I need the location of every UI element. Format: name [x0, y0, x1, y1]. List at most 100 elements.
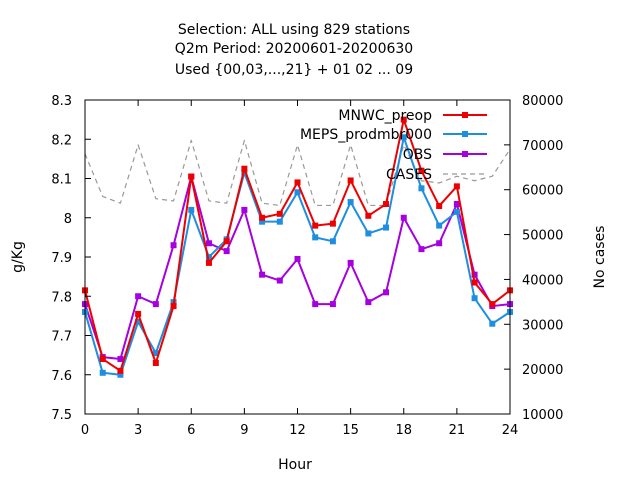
x-tick-label: 6 — [187, 423, 195, 438]
y-tick-label: 7.8 — [51, 290, 72, 305]
series-line-obs — [84, 175, 511, 361]
data-point — [188, 206, 195, 213]
data-point — [365, 299, 372, 306]
data-point — [400, 134, 407, 141]
data-point — [436, 222, 443, 229]
data-point — [347, 199, 354, 206]
data-point — [383, 224, 390, 231]
data-point — [329, 301, 336, 308]
series-line-cases — [84, 139, 511, 207]
legend-label-obs: OBS — [403, 147, 432, 163]
data-point — [312, 222, 319, 229]
data-point — [347, 259, 354, 266]
data-point — [329, 238, 336, 245]
y2-tick-label: 80000 — [522, 94, 563, 109]
data-point — [453, 183, 460, 190]
data-point — [99, 369, 106, 376]
data-point — [294, 179, 301, 186]
data-point — [117, 367, 124, 374]
x-tick-label: 12 — [289, 423, 306, 438]
data-point — [170, 303, 177, 310]
data-point — [312, 234, 319, 241]
y2-tick-label: 70000 — [522, 139, 563, 154]
title-line-1: Selection: ALL using 829 stations — [178, 22, 410, 38]
x-tick-label: 0 — [81, 423, 89, 438]
data-point — [365, 230, 372, 237]
data-point — [383, 201, 390, 208]
data-point — [471, 271, 478, 278]
y2-tick-label: 30000 — [522, 318, 563, 333]
data-point — [223, 248, 230, 255]
series-cases — [84, 139, 511, 207]
data-point — [471, 279, 478, 286]
legend-marker-meps-prodmbr000 — [462, 131, 468, 137]
data-point — [241, 206, 248, 213]
series-layer — [82, 116, 513, 378]
data-point — [489, 320, 496, 327]
ticks-layer: 0 3 6 9 12 15 18 21 24 7.5 7.6 7.7 7.8 7.9 8 8.1 8.2 8.3 1… — [51, 94, 563, 438]
data-point — [453, 208, 460, 215]
y-tick-label: 8 — [64, 212, 72, 227]
y-tick-label: 7.9 — [51, 251, 72, 266]
data-point — [436, 240, 443, 247]
legend-label-cases: CASES — [386, 167, 432, 183]
data-point — [135, 318, 142, 325]
x-tick-label: 21 — [449, 423, 466, 438]
data-point — [489, 301, 496, 308]
series-obs — [82, 173, 513, 363]
y-tick-label: 7.7 — [51, 330, 72, 345]
data-point — [418, 185, 425, 192]
chart-title: Selection: ALL using 829 stations Q2m Pe… — [175, 22, 413, 78]
data-point — [259, 214, 266, 221]
legend-label-mnwc-preop: MNWC_preop — [338, 108, 432, 124]
y2-tick-label: 40000 — [522, 273, 563, 288]
y2-axis-label: No cases — [592, 226, 608, 289]
data-point — [347, 177, 354, 184]
data-point — [436, 202, 443, 209]
data-point — [170, 242, 177, 249]
x-tick-label: 15 — [342, 423, 359, 438]
legend: MNWC_preop MEPS_prodmbr000 OBS CASES — [300, 108, 487, 183]
y2-tick-label: 20000 — [522, 363, 563, 378]
x-tick-label: 3 — [134, 423, 142, 438]
data-point — [259, 218, 266, 225]
y-tick-label: 8.1 — [51, 173, 72, 188]
y2-tick-label: 10000 — [522, 408, 563, 423]
data-point — [117, 356, 124, 363]
data-point — [223, 238, 230, 245]
data-point — [205, 254, 212, 260]
data-point — [365, 212, 372, 219]
legend-marker-mnwc-preop — [462, 112, 468, 118]
data-point — [400, 214, 407, 221]
data-point — [329, 220, 336, 227]
y-tick-label: 7.5 — [51, 408, 72, 423]
data-point — [418, 167, 425, 174]
title-line-3: Used {00,03,...,21} + 01 02 ... 09 — [175, 62, 413, 78]
data-point — [312, 301, 319, 308]
data-point — [418, 246, 425, 253]
data-point — [400, 116, 407, 123]
legend-marker-obs — [462, 151, 468, 157]
legend-label-meps-prodmbr000: MEPS_prodmbr000 — [300, 127, 432, 143]
data-point — [99, 356, 106, 363]
data-point — [152, 301, 159, 308]
series-mnwc-preop — [82, 116, 513, 374]
y2-tick-label: 60000 — [522, 184, 563, 199]
data-point — [276, 218, 283, 225]
data-point — [276, 210, 283, 217]
data-point — [294, 255, 301, 262]
data-point — [471, 295, 478, 302]
data-point — [135, 293, 142, 300]
x-tick-label: 18 — [395, 423, 412, 438]
data-point — [383, 289, 390, 296]
data-point — [152, 359, 159, 366]
x-tick-label: 9 — [240, 423, 248, 438]
data-point — [294, 189, 301, 196]
data-point — [241, 165, 248, 172]
data-point — [188, 173, 195, 180]
x-tick-label: 24 — [502, 423, 519, 438]
y-tick-label: 8.3 — [51, 94, 72, 109]
title-line-2: Q2m Period: 20200601-20200630 — [175, 41, 413, 57]
data-point — [117, 371, 124, 378]
